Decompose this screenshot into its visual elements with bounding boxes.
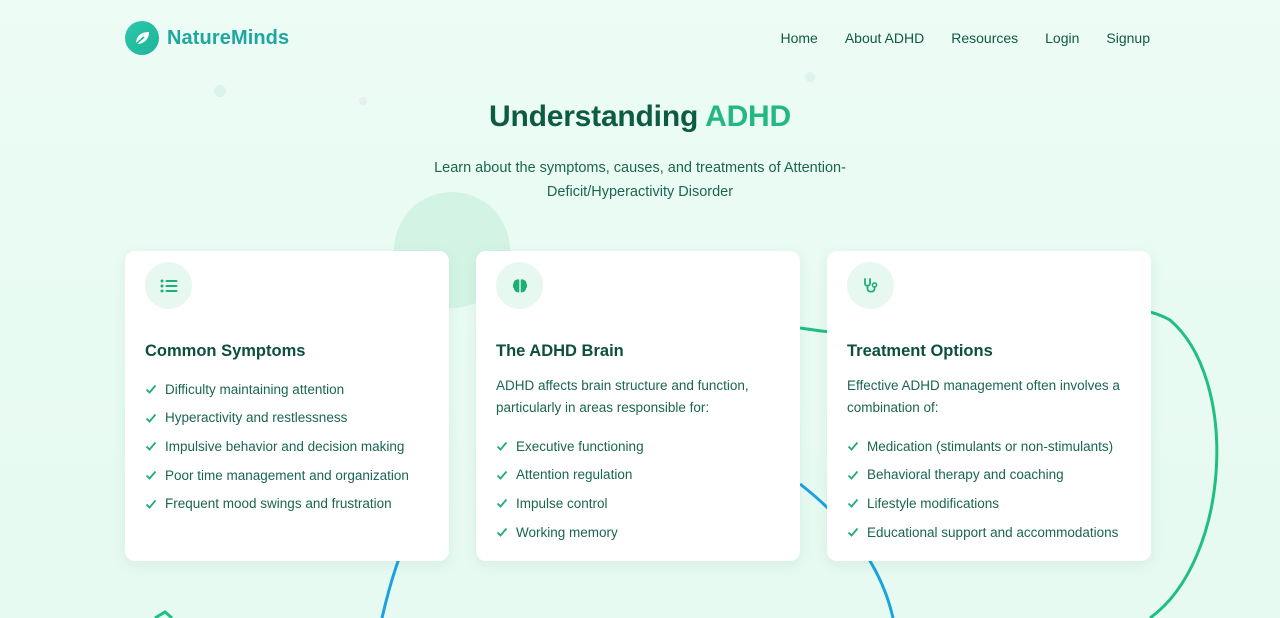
stethoscope-icon [847, 262, 894, 309]
list-item: Impulsive behavior and decision making [145, 432, 429, 461]
check-icon [145, 385, 157, 395]
brain-icon [496, 262, 543, 309]
title-main: Understanding [489, 100, 699, 133]
check-icon [496, 499, 508, 509]
list-item: Frequent mood swings and frustration [145, 489, 429, 518]
title-accent: ADHD [705, 100, 791, 133]
card-treatment-options: Treatment Options Effective ADHD managem… [827, 251, 1151, 561]
leaf-icon [125, 21, 159, 55]
list-icon [145, 262, 192, 309]
list-item: Lifestyle modifications [847, 489, 1131, 518]
brand[interactable]: NatureMinds [125, 21, 289, 55]
list-item: Executive functioning [496, 432, 780, 461]
check-icon [145, 470, 157, 480]
list-item: Working memory [496, 518, 780, 547]
card-intro: Effective ADHD management often involves… [847, 378, 1120, 415]
page-subtitle: Learn about the symptoms, causes, and tr… [434, 160, 846, 200]
brand-name: NatureMinds [167, 26, 290, 49]
card-intro: ADHD affects brain structure and functio… [496, 378, 749, 415]
treatment-list: Medication (stimulants or non-stimulants… [847, 432, 1131, 546]
hero: Understanding ADHD Learn about the sympt… [0, 100, 1280, 204]
check-icon [145, 442, 157, 452]
check-icon [847, 470, 859, 480]
nav-link-login[interactable]: Login [1045, 30, 1080, 46]
list-item: Hyperactivity and restlessness [145, 404, 429, 433]
check-icon [847, 527, 859, 537]
page-title: Understanding ADHD [0, 100, 1280, 134]
top-navbar: NatureMinds Home About ADHD Resources Lo… [125, 20, 1150, 56]
nav-links: Home About ADHD Resources Login Signup [780, 30, 1150, 46]
check-icon [496, 527, 508, 537]
nav-link-signup[interactable]: Signup [1106, 30, 1150, 46]
check-icon [496, 470, 508, 480]
check-icon [847, 442, 859, 452]
list-item: Impulse control [496, 489, 780, 518]
list-item: Behavioral therapy and coaching [847, 461, 1131, 490]
card-title: Common Symptoms [145, 342, 306, 360]
list-item: Poor time management and organization [145, 461, 429, 490]
check-icon [496, 442, 508, 452]
list-item: Difficulty maintaining attention [145, 375, 429, 404]
nav-link-home[interactable]: Home [780, 30, 818, 46]
list-item: Educational support and accommodations [847, 518, 1131, 547]
symptom-list: Difficulty maintaining attention Hyperac… [145, 375, 429, 518]
check-icon [145, 499, 157, 509]
card-title: The ADHD Brain [496, 342, 624, 360]
nav-link-about-adhd[interactable]: About ADHD [844, 30, 925, 46]
brain-area-list: Executive functioning Attention regulati… [496, 432, 780, 546]
card-title: Treatment Options [847, 342, 993, 360]
card-common-symptoms: Common Symptoms Difficulty maintaining a… [125, 251, 449, 561]
card-adhd-brain: The ADHD Brain ADHD affects brain struct… [476, 251, 800, 561]
list-item: Attention regulation [496, 461, 780, 490]
check-icon [847, 499, 859, 509]
info-cards: Common Symptoms Difficulty maintaining a… [125, 251, 1151, 561]
list-item: Medication (stimulants or non-stimulants… [847, 432, 1131, 461]
check-icon [145, 413, 157, 423]
nav-link-resources[interactable]: Resources [951, 30, 1019, 46]
